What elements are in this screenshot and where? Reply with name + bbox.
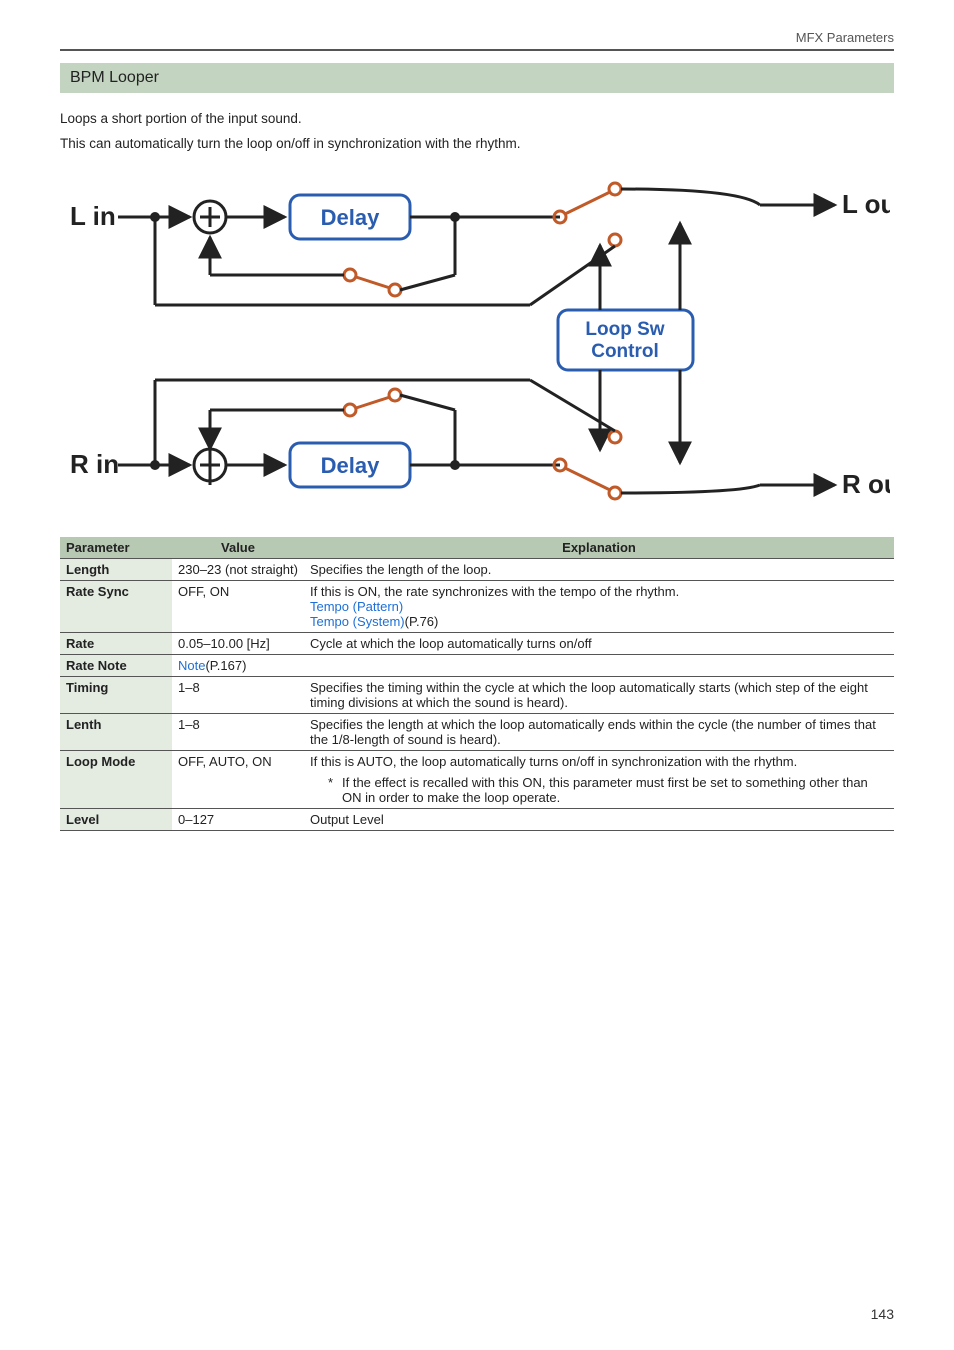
expl-loop-mode: If this is AUTO, the loop automatically … [304, 751, 894, 809]
line-fb-switch-in [400, 275, 455, 290]
row-level: Level 0–127 Output Level [60, 809, 894, 831]
col-header-explanation: Explanation [304, 537, 894, 559]
section-title: BPM Looper [60, 63, 894, 93]
loop-sw-label: Loop Sw [585, 319, 664, 340]
fb-switch-node-a-r [344, 404, 356, 416]
col-header-value: Value [172, 537, 304, 559]
param-length: Length [60, 559, 172, 581]
page-category: MFX Parameters [60, 30, 894, 45]
param-rate-sync: Rate Sync [60, 581, 172, 633]
line-switch-to-lout [621, 189, 760, 205]
value-loop-mode: OFF, AUTO, ON [172, 751, 304, 809]
direct-l-up [530, 246, 615, 305]
label-l-out: L out [842, 189, 890, 219]
switch-arm-out-l [565, 192, 610, 214]
line-fb-switch-in-r [400, 395, 455, 410]
intro-line-2: This can automatically turn the loop on/… [60, 136, 894, 151]
expl-level: Output Level [304, 809, 894, 831]
row-loop-mode: Loop Mode OFF, AUTO, ON If this is AUTO,… [60, 751, 894, 809]
param-level: Level [60, 809, 172, 831]
expl-loop-mode-line1: If this is AUTO, the loop automatically … [310, 754, 797, 769]
row-rate-note: Rate Note Note(P.167) [60, 655, 894, 677]
expl-rate-sync: If this is ON, the rate synchronizes wit… [304, 581, 894, 633]
param-loop-mode: Loop Mode [60, 751, 172, 809]
param-timing: Timing [60, 677, 172, 714]
delay-label-r: Delay [321, 453, 380, 478]
switch-node-out-l [609, 183, 621, 195]
signal-flow-diagram: L in Delay L out [60, 165, 894, 515]
switch-arm-out-r [565, 468, 610, 490]
value-rate-sync: OFF, ON [172, 581, 304, 633]
direct-r-to-switch [530, 380, 615, 431]
value-level: 0–127 [172, 809, 304, 831]
label-l-in: L in [70, 201, 116, 231]
fb-switch-node-a [344, 269, 356, 281]
value-lenth: 1–8 [172, 714, 304, 751]
fb-switch-node-b [389, 284, 401, 296]
value-timing: 1–8 [172, 677, 304, 714]
fb-switch-arm-r [356, 397, 390, 408]
col-header-parameter: Parameter [60, 537, 172, 559]
page-number: 143 [871, 1306, 894, 1322]
switch-node-direct-l [609, 234, 621, 246]
label-r-out: R out [842, 469, 890, 499]
link-note[interactable]: Note [178, 658, 205, 673]
expl-lenth: Specifies the length at which the loop a… [304, 714, 894, 751]
delay-label-l: Delay [321, 205, 380, 230]
fb-switch-node-b-r [389, 389, 401, 401]
row-rate: Rate 0.05–10.00 [Hz] Cycle at which the … [60, 633, 894, 655]
row-lenth: Lenth 1–8 Specifies the length at which … [60, 714, 894, 751]
switch-node-direct-r [609, 431, 621, 443]
link-tempo-system[interactable]: Tempo (System) [310, 614, 405, 629]
expl-rate-sync-line1: If this is ON, the rate synchronizes wit… [310, 584, 679, 599]
label-r-in: R in [70, 449, 119, 479]
expl-timing: Specifies the timing within the cycle at… [304, 677, 894, 714]
expl-length: Specifies the length of the loop. [304, 559, 894, 581]
expl-rate: Cycle at which the loop automatically tu… [304, 633, 894, 655]
value-rate-note: Note(P.167) [172, 655, 304, 677]
header-rule [60, 49, 894, 51]
control-label: Control [591, 341, 659, 362]
expl-rate-note [304, 655, 894, 677]
switch-node-out-r [609, 487, 621, 499]
param-rate-note: Rate Note [60, 655, 172, 677]
line-switch-to-rout [621, 485, 760, 493]
parameter-table: Parameter Value Explanation Length 230–2… [60, 537, 894, 831]
row-rate-sync: Rate Sync OFF, ON If this is ON, the rat… [60, 581, 894, 633]
param-rate: Rate [60, 633, 172, 655]
value-rate: 0.05–10.00 [Hz] [172, 633, 304, 655]
link-tempo-system-page: (P.76) [405, 614, 439, 629]
param-lenth: Lenth [60, 714, 172, 751]
intro-line-1: Loops a short portion of the input sound… [60, 111, 894, 126]
value-length: 230–23 (not straight) [172, 559, 304, 581]
fb-switch-arm [356, 277, 390, 288]
link-tempo-pattern[interactable]: Tempo (Pattern) [310, 599, 403, 614]
expl-loop-mode-note: If the effect is recalled with this ON, … [328, 775, 888, 805]
link-note-page: (P.167) [205, 658, 246, 673]
row-length: Length 230–23 (not straight) Specifies t… [60, 559, 894, 581]
row-timing: Timing 1–8 Specifies the timing within t… [60, 677, 894, 714]
